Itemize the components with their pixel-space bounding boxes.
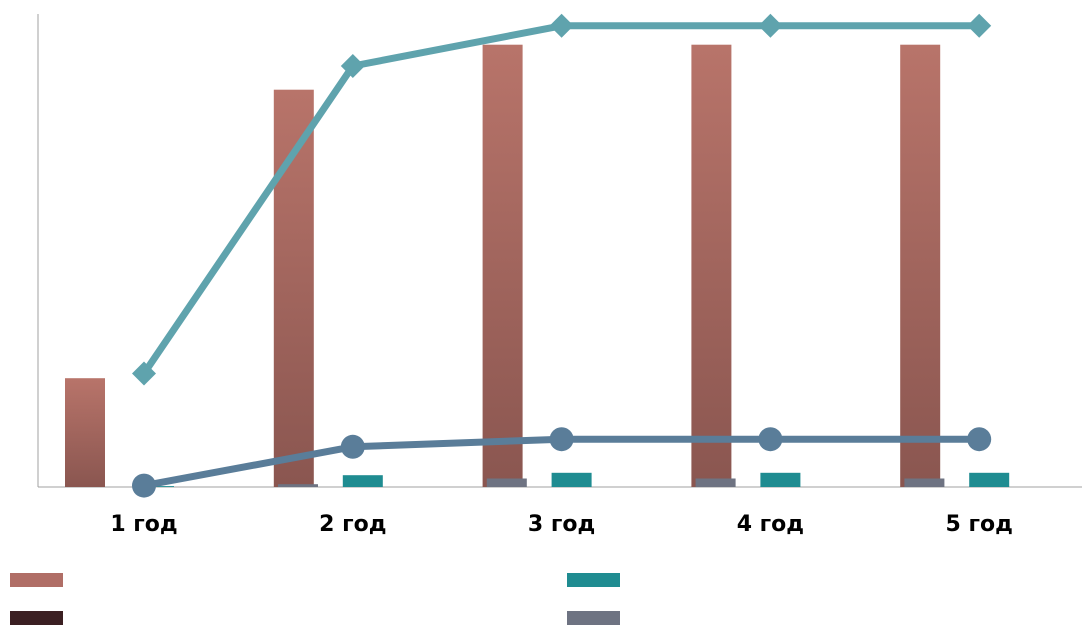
point-s2-4 bbox=[758, 427, 783, 452]
legend-swatch-3 bbox=[10, 611, 63, 625]
bar-s1-3 bbox=[482, 44, 523, 487]
point-s1-1 bbox=[132, 361, 156, 386]
point-s1-5 bbox=[967, 13, 992, 38]
x-tick-labels: 1 год 2 год 3 год 4 год 5 год bbox=[110, 512, 1013, 537]
bar-s4-3 bbox=[695, 478, 736, 487]
point-s2-5 bbox=[967, 427, 992, 452]
x-tick-label-4: 4 год bbox=[737, 512, 804, 537]
bar-s2-4 bbox=[760, 472, 801, 487]
x-tick-label-3: 3 год bbox=[528, 512, 595, 537]
bar-s1-5 bbox=[900, 44, 941, 487]
bar-s2-5 bbox=[969, 472, 1010, 487]
bar-s4-1 bbox=[278, 484, 318, 487]
x-tick-label-5: 5 год bbox=[946, 512, 1013, 537]
point-s1-2 bbox=[340, 54, 365, 78]
point-s2-3 bbox=[549, 427, 574, 452]
point-s2-1 bbox=[132, 473, 156, 498]
legend-swatch-4 bbox=[567, 611, 620, 625]
x-tick-label-1: 1 год bbox=[110, 512, 177, 537]
bar-s4-4 bbox=[904, 478, 945, 487]
bar-s1-1 bbox=[65, 378, 105, 487]
legend-swatch-1 bbox=[10, 573, 63, 587]
legend-swatch-2 bbox=[567, 573, 620, 587]
bar-s2-3 bbox=[551, 472, 592, 487]
bar-s4-2 bbox=[486, 478, 527, 487]
x-tick-label-2: 2 год bbox=[319, 512, 386, 537]
point-s1-4 bbox=[758, 13, 783, 38]
line-series-1 bbox=[140, 22, 983, 377]
lines-layer bbox=[132, 13, 992, 498]
point-s2-2 bbox=[340, 434, 365, 459]
bar-s1-4 bbox=[691, 44, 732, 487]
bar-s2-2 bbox=[342, 475, 383, 487]
point-s1-3 bbox=[549, 13, 574, 38]
bars-layer bbox=[65, 44, 1010, 487]
legend bbox=[10, 573, 620, 625]
